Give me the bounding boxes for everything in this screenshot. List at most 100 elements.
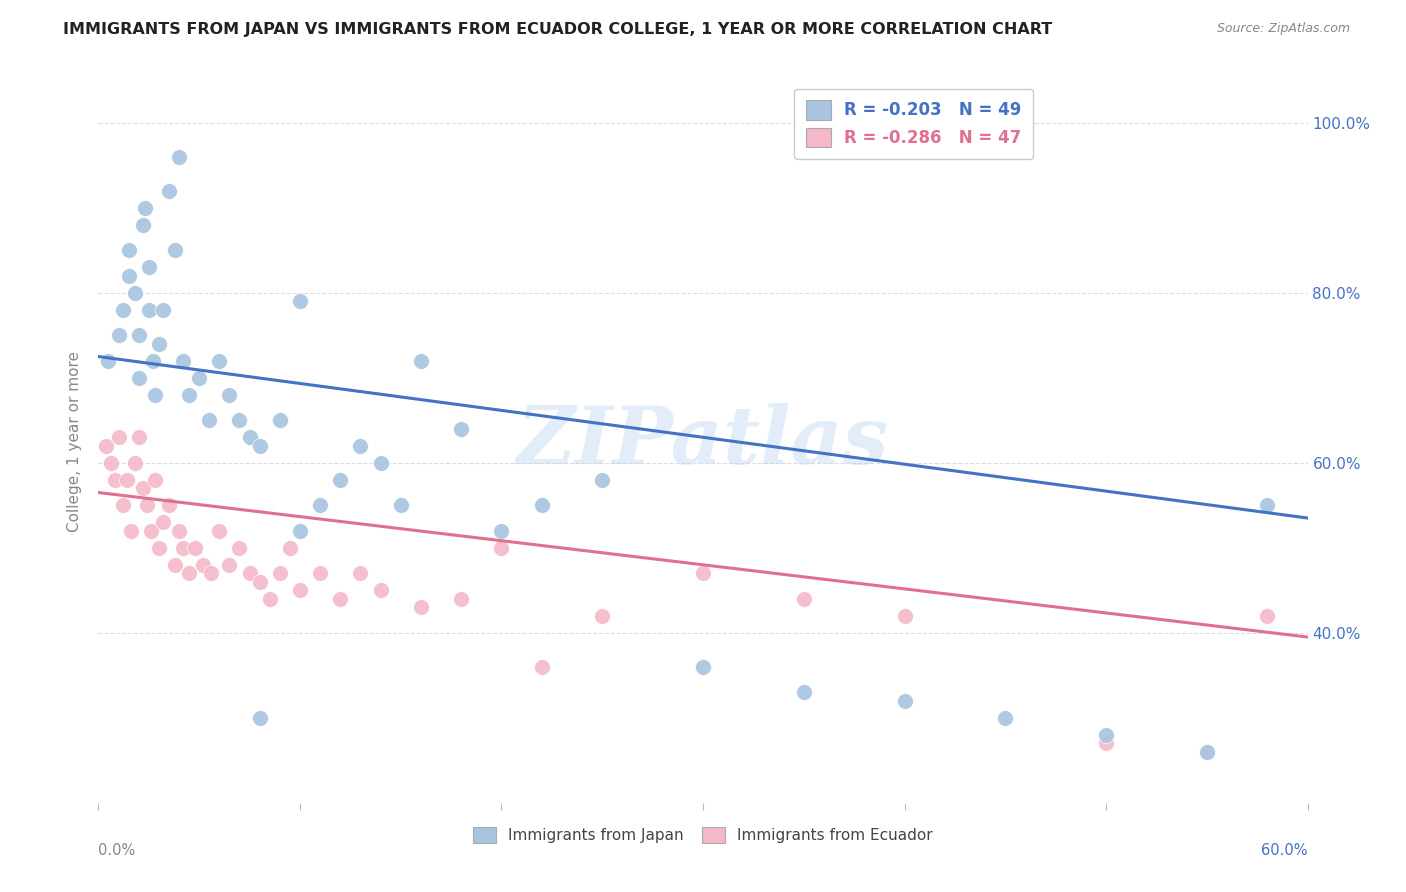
Point xyxy=(134,201,156,215)
Point xyxy=(218,558,240,572)
Point xyxy=(124,285,146,300)
Point xyxy=(278,541,301,555)
Point xyxy=(143,388,166,402)
Point xyxy=(239,566,262,581)
Point xyxy=(1195,745,1218,759)
Point xyxy=(128,430,150,444)
Point xyxy=(450,591,472,606)
Point xyxy=(218,388,240,402)
Point xyxy=(249,439,271,453)
Point xyxy=(167,524,190,538)
Point xyxy=(309,566,332,581)
Legend: Immigrants from Japan, Immigrants from Ecuador: Immigrants from Japan, Immigrants from E… xyxy=(467,822,939,849)
Point xyxy=(692,660,714,674)
Text: 60.0%: 60.0% xyxy=(1261,843,1308,857)
Point xyxy=(148,541,170,555)
Text: Source: ZipAtlas.com: Source: ZipAtlas.com xyxy=(1216,22,1350,36)
Point xyxy=(200,566,222,581)
Point xyxy=(128,371,150,385)
Point xyxy=(152,516,174,530)
Point xyxy=(184,541,207,555)
Point xyxy=(228,541,250,555)
Point xyxy=(118,268,141,283)
Point xyxy=(111,302,134,317)
Point xyxy=(118,244,141,258)
Point xyxy=(793,685,815,699)
Point xyxy=(188,371,211,385)
Point xyxy=(132,218,155,232)
Point xyxy=(152,302,174,317)
Point xyxy=(148,336,170,351)
Point xyxy=(179,566,201,581)
Point xyxy=(100,456,122,470)
Point xyxy=(135,498,157,512)
Point xyxy=(349,566,371,581)
Point xyxy=(1256,608,1278,623)
Point xyxy=(107,328,129,343)
Point xyxy=(208,353,231,368)
Point xyxy=(138,260,160,275)
Point xyxy=(96,439,118,453)
Point xyxy=(491,524,513,538)
Point xyxy=(172,541,194,555)
Point xyxy=(329,473,352,487)
Point xyxy=(107,430,129,444)
Point xyxy=(370,456,392,470)
Point xyxy=(329,591,352,606)
Point xyxy=(120,524,142,538)
Point xyxy=(591,473,613,487)
Point xyxy=(288,294,311,309)
Point xyxy=(157,498,180,512)
Point xyxy=(269,566,291,581)
Point xyxy=(1095,728,1118,742)
Point xyxy=(208,524,231,538)
Point xyxy=(142,353,165,368)
Point xyxy=(179,388,201,402)
Point xyxy=(530,498,553,512)
Point xyxy=(450,422,472,436)
Point xyxy=(128,328,150,343)
Point xyxy=(288,524,311,538)
Point xyxy=(157,184,180,198)
Point xyxy=(115,473,138,487)
Point xyxy=(132,481,155,495)
Point xyxy=(163,244,186,258)
Point xyxy=(167,150,190,164)
Point xyxy=(370,583,392,598)
Point xyxy=(1195,745,1218,759)
Point xyxy=(239,430,262,444)
Text: IMMIGRANTS FROM JAPAN VS IMMIGRANTS FROM ECUADOR COLLEGE, 1 YEAR OR MORE CORRELA: IMMIGRANTS FROM JAPAN VS IMMIGRANTS FROM… xyxy=(63,22,1053,37)
Point xyxy=(893,694,915,708)
Text: 0.0%: 0.0% xyxy=(98,843,135,857)
Point xyxy=(259,591,281,606)
Point xyxy=(288,583,311,598)
Y-axis label: College, 1 year or more: College, 1 year or more xyxy=(67,351,83,532)
Point xyxy=(143,473,166,487)
Point xyxy=(389,498,412,512)
Point xyxy=(139,524,162,538)
Point xyxy=(1256,498,1278,512)
Point xyxy=(228,413,250,427)
Point xyxy=(409,353,432,368)
Point xyxy=(1095,736,1118,750)
Point xyxy=(409,600,432,615)
Point xyxy=(193,558,215,572)
Point xyxy=(692,566,714,581)
Point xyxy=(994,711,1017,725)
Point xyxy=(249,711,271,725)
Point xyxy=(249,574,271,589)
Point xyxy=(138,302,160,317)
Point xyxy=(198,413,221,427)
Point xyxy=(893,608,915,623)
Point xyxy=(163,558,186,572)
Point xyxy=(591,608,613,623)
Point xyxy=(111,498,134,512)
Point xyxy=(97,353,120,368)
Point xyxy=(309,498,332,512)
Point xyxy=(491,541,513,555)
Point xyxy=(349,439,371,453)
Text: ZIPatlas: ZIPatlas xyxy=(517,403,889,480)
Point xyxy=(793,591,815,606)
Point xyxy=(124,456,146,470)
Point xyxy=(172,353,194,368)
